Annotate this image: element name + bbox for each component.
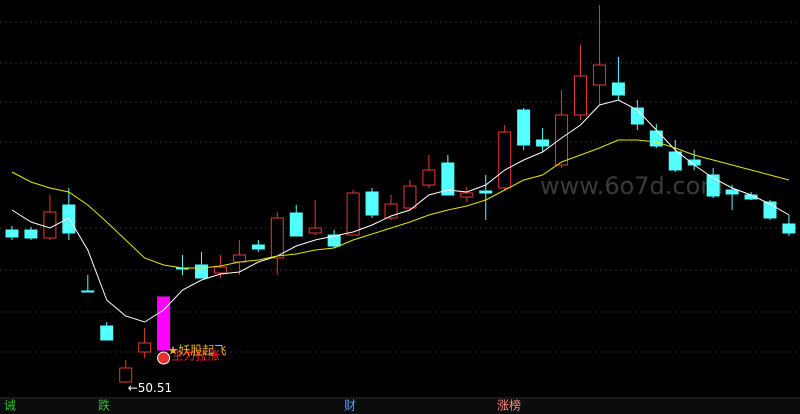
candle-body (782, 223, 796, 234)
signal-label: ★妖股起飞 (168, 344, 227, 358)
candle-body (100, 325, 114, 341)
tab-bar (0, 399, 800, 414)
watermark: www.6o7d.com (540, 172, 724, 200)
candle-body (592, 64, 606, 86)
candle-body (725, 189, 739, 195)
candle-body (611, 82, 625, 96)
candle-body (43, 211, 57, 239)
tab-label[interactable]: 财 (344, 399, 356, 413)
candle-body (498, 131, 512, 189)
candle-body (81, 290, 95, 293)
candle-body (649, 130, 663, 147)
candle-body (555, 114, 569, 166)
candle-body (62, 204, 76, 234)
candle-body (232, 254, 246, 263)
candle-body (479, 190, 493, 194)
low-price-label: ←50.51 (128, 381, 172, 395)
candle-body (251, 244, 265, 250)
candle-body (536, 139, 550, 147)
candle-body (157, 296, 171, 351)
candle-body (327, 234, 341, 247)
candle-body (574, 75, 587, 116)
tab-label[interactable]: 跌 (98, 398, 110, 413)
candle-body (422, 169, 436, 186)
candle-body (213, 266, 227, 274)
candle-body (346, 192, 360, 236)
candle-body (308, 227, 322, 234)
signal-icon (157, 351, 171, 365)
candle-body (270, 217, 284, 259)
tab-label[interactable]: 涨榜 (497, 398, 521, 413)
candle-body (441, 162, 455, 196)
signal-label-secondary: 主力拉涨 (172, 348, 220, 363)
candle-body (5, 229, 19, 238)
candle-body (195, 264, 208, 279)
candle-body (706, 174, 720, 197)
candle-body (668, 151, 682, 171)
candle-body (365, 191, 379, 216)
candle-body (138, 342, 152, 353)
moving-average-line (11, 139, 790, 269)
candle-body (687, 159, 701, 166)
candle-body (384, 203, 398, 219)
moving-average-line (11, 99, 790, 323)
grid (0, 21, 800, 353)
candle-body (517, 109, 531, 146)
candle-body (460, 192, 474, 198)
candle-body (119, 367, 133, 383)
candle-body (24, 229, 38, 239)
candle-body (403, 185, 417, 209)
candle-body (289, 212, 303, 237)
tab-label[interactable]: 诫 (4, 398, 16, 413)
